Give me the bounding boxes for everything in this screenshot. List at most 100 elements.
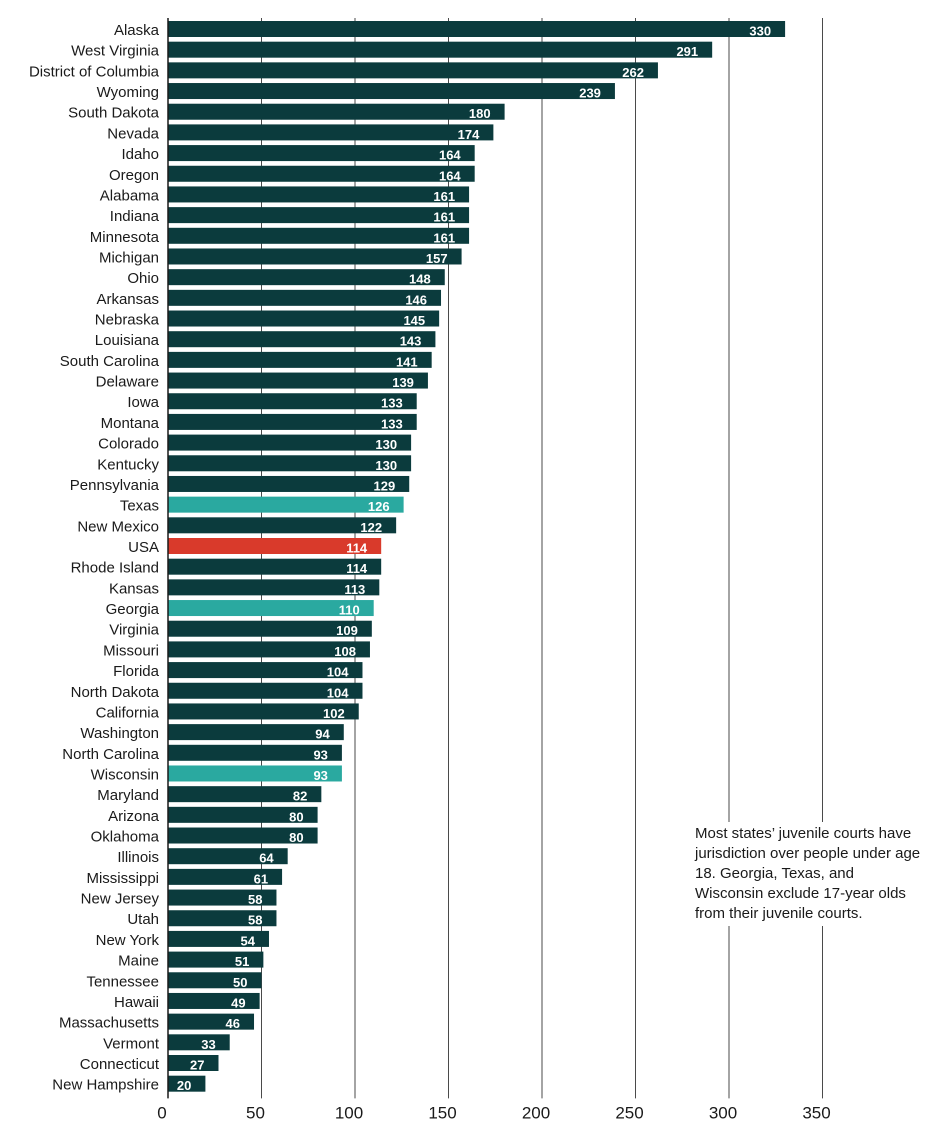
value-label: 110: [339, 603, 360, 618]
category-label: Washington: [80, 725, 159, 742]
value-label: 93: [313, 747, 327, 762]
bar-massachusetts: [168, 1013, 255, 1030]
value-label: 291: [676, 44, 698, 59]
value-label: 58: [248, 913, 262, 928]
bar-washington: [168, 724, 344, 741]
bar-maine: [168, 951, 264, 968]
bar-delaware: [168, 372, 428, 389]
value-label: 143: [400, 334, 422, 349]
bar-colorado: [168, 434, 412, 451]
value-label: 108: [334, 644, 356, 659]
value-label: 157: [426, 251, 448, 266]
value-label: 33: [201, 1037, 215, 1052]
bar-tennessee: [168, 972, 262, 989]
annotation-note: Most states’ juvenile courts have jurisd…: [695, 822, 925, 926]
value-label: 180: [469, 106, 491, 121]
bar-virginia: [168, 620, 372, 637]
bar-nevada: [168, 124, 494, 141]
category-label: Kentucky: [97, 456, 159, 473]
category-label: Illinois: [117, 849, 159, 866]
category-label: Maine: [118, 953, 159, 970]
value-label: 141: [396, 354, 418, 369]
category-label: Hawaii: [114, 994, 159, 1011]
category-label: Connecticut: [80, 1056, 160, 1073]
category-label: Pennsylvania: [70, 477, 160, 494]
category-label: New Hampshire: [52, 1077, 159, 1094]
category-label: Wisconsin: [91, 766, 159, 783]
value-label: 148: [409, 272, 431, 287]
value-label: 133: [381, 396, 403, 411]
x-tick-label: 100: [335, 1103, 363, 1122]
value-label: 130: [375, 437, 397, 452]
bar-maryland: [168, 786, 322, 803]
category-label: Nevada: [107, 125, 159, 142]
category-label: District of Columbia: [29, 63, 160, 80]
bar-pennsylvania: [168, 475, 410, 492]
value-label: 129: [374, 478, 396, 493]
category-label: Indiana: [110, 208, 160, 225]
x-tick-label: 350: [802, 1103, 830, 1122]
bar-arizona: [168, 806, 318, 823]
bar-new-york: [168, 930, 269, 947]
category-label: Maryland: [97, 787, 159, 804]
bar-wisconsin: [168, 765, 342, 782]
value-label: 114: [346, 541, 368, 556]
bar-georgia: [168, 600, 374, 617]
value-label: 51: [235, 954, 249, 969]
category-label: Idaho: [121, 146, 159, 163]
value-label: 122: [360, 520, 382, 535]
category-label: Delaware: [96, 374, 159, 391]
bar-hawaii: [168, 992, 260, 1009]
value-label: 93: [313, 768, 327, 783]
category-label: New York: [96, 932, 160, 949]
category-label: Montana: [101, 415, 160, 432]
category-label: Michigan: [99, 249, 159, 266]
value-label: 54: [241, 933, 256, 948]
value-label: 130: [375, 458, 397, 473]
bar-wyoming: [168, 83, 615, 100]
value-label: 20: [177, 1078, 191, 1093]
bar-indiana: [168, 207, 470, 224]
bar-new-mexico: [168, 517, 397, 534]
bar-north-carolina: [168, 744, 342, 761]
category-label: Iowa: [127, 394, 159, 411]
category-label: Alabama: [100, 187, 160, 204]
category-label: New Jersey: [81, 891, 160, 908]
value-label: 82: [293, 789, 307, 804]
value-label: 161: [433, 230, 455, 245]
category-label: West Virginia: [71, 43, 159, 60]
bar-connecticut: [168, 1055, 219, 1071]
value-label: 46: [226, 1016, 240, 1031]
category-label: Oregon: [109, 167, 159, 184]
category-label: Wyoming: [97, 84, 159, 101]
x-tick-label: 300: [709, 1103, 737, 1122]
category-label: USA: [128, 539, 159, 556]
bar-iowa: [168, 393, 417, 410]
category-label: Virginia: [109, 622, 159, 639]
value-label: 126: [368, 499, 390, 514]
bar-minnesota: [168, 227, 470, 244]
bar-ohio: [168, 269, 445, 286]
x-axis: 0 50 100 150 200 250 300 350: [157, 18, 831, 1122]
value-label: 139: [392, 375, 414, 390]
x-tick-label: 200: [522, 1103, 550, 1122]
bar-oklahoma: [168, 827, 318, 844]
bar-montana: [168, 413, 417, 430]
value-label: 64: [259, 851, 274, 866]
category-label: Missouri: [103, 642, 159, 659]
value-label: 50: [233, 975, 247, 990]
category-label: Tennessee: [86, 973, 159, 990]
category-label: Georgia: [106, 601, 160, 618]
value-label: 164: [439, 168, 461, 183]
value-label: 58: [248, 892, 262, 907]
bar-district-of-columbia: [168, 62, 658, 79]
category-label: Florida: [113, 663, 160, 680]
bar-louisiana: [168, 331, 436, 348]
bar-idaho: [168, 145, 475, 162]
category-label: North Carolina: [62, 746, 159, 763]
category-label: Rhode Island: [71, 560, 159, 577]
category-label: Arkansas: [96, 291, 159, 308]
bar-north-dakota: [168, 682, 363, 699]
value-label: 174: [458, 127, 480, 142]
